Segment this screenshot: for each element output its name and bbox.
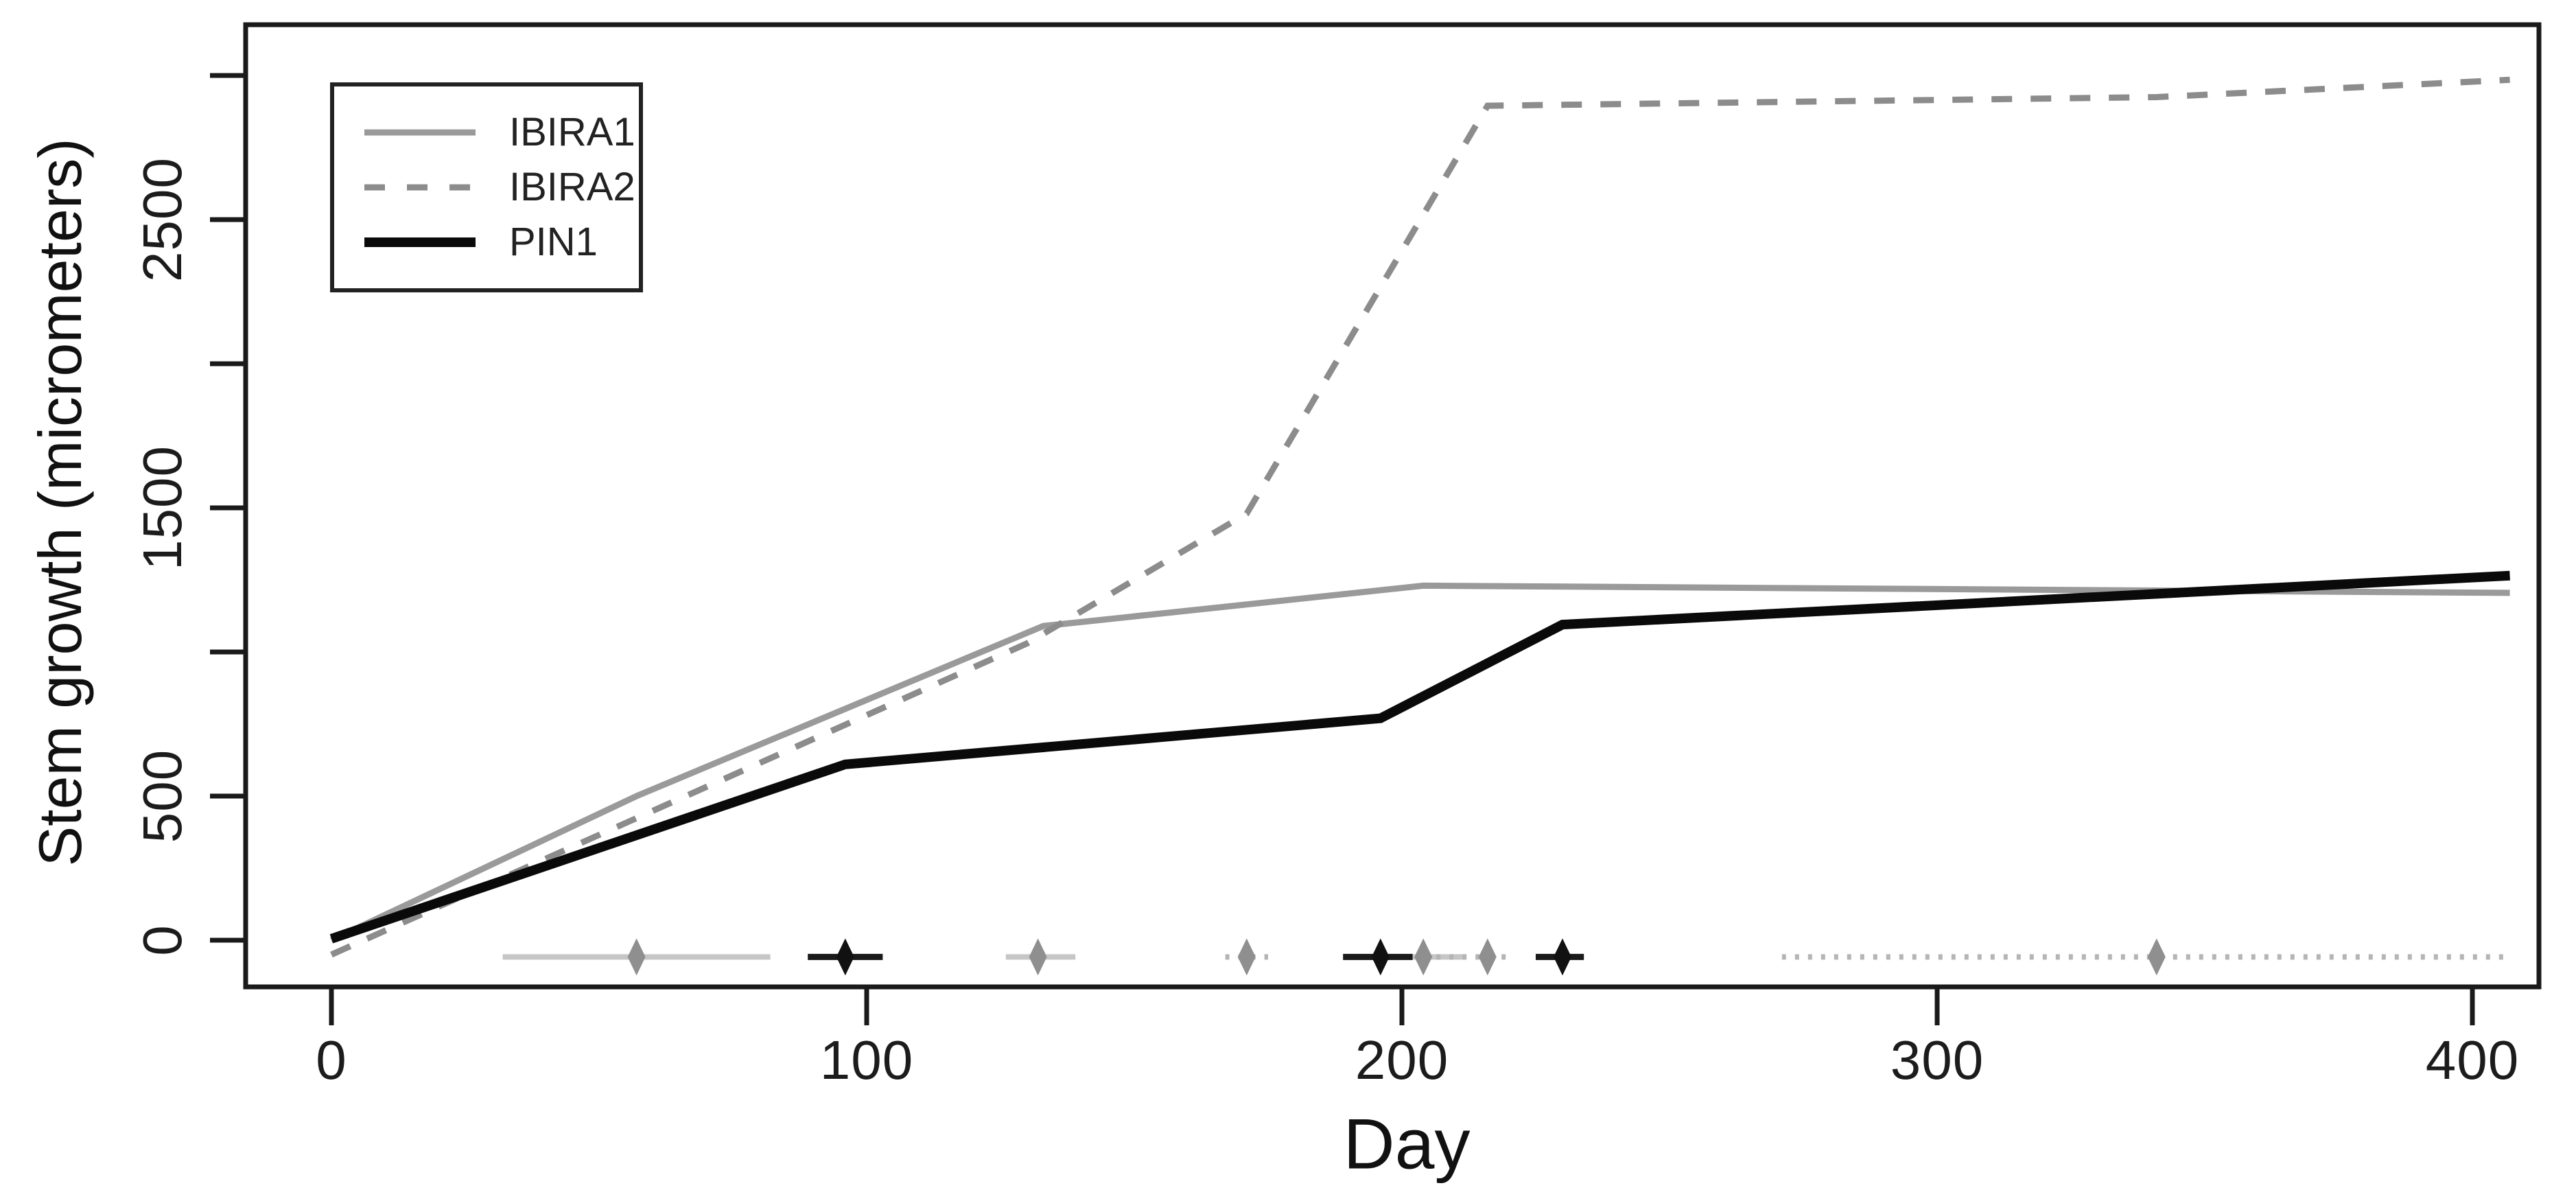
- legend-line-pin1-swatch: [364, 237, 476, 247]
- x-axis-title: Day: [1343, 1104, 1471, 1185]
- legend-line-ibira2-swatch: [364, 184, 476, 191]
- x-tick-label-200: 200: [1355, 1029, 1449, 1091]
- y-tick-label-1500: 1500: [132, 445, 193, 570]
- series-line-ibira1: [330, 582, 2510, 944]
- x-tick-label-0: 0: [316, 1029, 347, 1091]
- y-axis-title: Stem growth (micrometers): [26, 138, 94, 867]
- legend-item-ibira2: IBIRA2: [360, 165, 635, 209]
- legend-label-pin1: PIN1: [509, 220, 598, 264]
- breakpoint-marker-ibira2: [2147, 938, 2166, 976]
- breakpoint-marker-pin1: [1371, 938, 1390, 976]
- breakpoint-marker-ibira1: [1029, 938, 1047, 976]
- legend-line-ibira1-swatch: [364, 129, 476, 136]
- legend-label-ibira1: IBIRA1: [509, 110, 635, 154]
- breakpoint-marker-ibira2: [1237, 938, 1256, 976]
- breakpoint-marker-pin1: [836, 938, 854, 976]
- y-tick-label-0: 0: [132, 924, 193, 956]
- series-line-ibira2: [330, 76, 2510, 958]
- x-tick-label-100: 100: [819, 1029, 914, 1091]
- x-tick-label-400: 400: [2425, 1029, 2520, 1091]
- x-tick-label-300: 300: [1890, 1029, 1984, 1091]
- breakpoint-marker-ibira2: [1478, 938, 1497, 976]
- y-tick-label-2500: 2500: [132, 157, 193, 282]
- breakpoint-marker-pin1: [1554, 938, 1571, 976]
- legend-item-ibira1: IBIRA1: [360, 110, 635, 154]
- breakpoint-marker-ibira1: [1414, 938, 1433, 976]
- series-line-pin1: [329, 570, 2510, 944]
- legend-box: IBIRA1 IBIRA2 PIN1: [330, 82, 643, 292]
- legend-item-pin1: PIN1: [360, 222, 632, 262]
- y-tick-label-500: 500: [132, 749, 193, 843]
- legend-label-ibira2: IBIRA2: [509, 165, 635, 209]
- breakpoint-marker-ibira1: [627, 938, 646, 976]
